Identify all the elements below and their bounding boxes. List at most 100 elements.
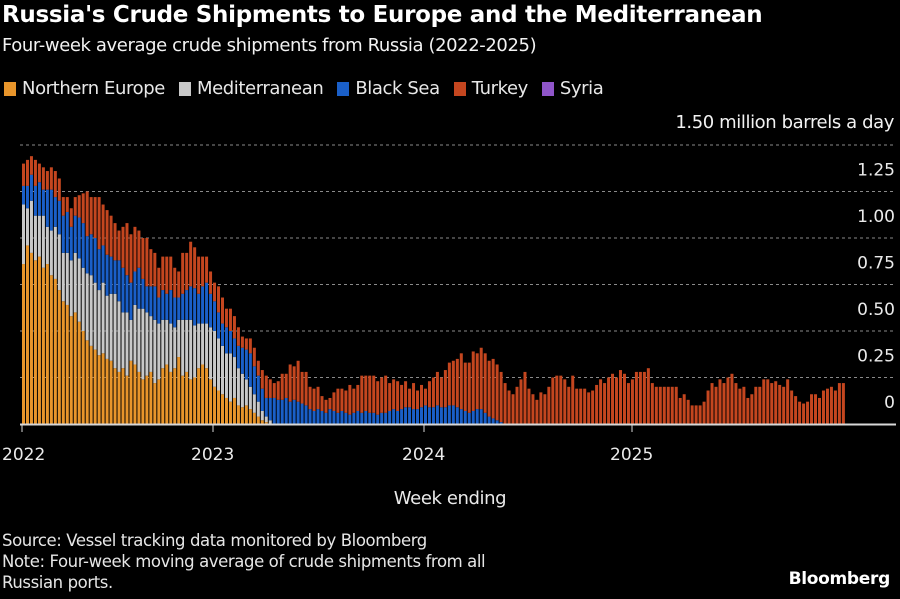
bar-segment-northern-europe: [117, 371, 121, 424]
bar-segment-northern-europe: [49, 275, 53, 424]
bar-segment-black-sea: [388, 410, 392, 424]
bar-segment-northern-europe: [228, 401, 232, 424]
bar-segment-black-sea: [447, 405, 451, 424]
bar-segment-northern-europe: [53, 278, 57, 424]
bar-segment-turkey: [276, 381, 280, 400]
bar-segment-turkey: [427, 381, 431, 408]
bar-segment-mediterranean: [145, 312, 149, 376]
bar-segment-black-sea: [45, 189, 49, 227]
bar-segment-turkey: [519, 379, 523, 424]
bar-segment-turkey: [467, 362, 471, 413]
bar-segment-black-sea: [288, 401, 292, 424]
bar-segment-black-sea: [392, 409, 396, 424]
bar-segment-black-sea: [53, 197, 57, 227]
bar-segment-black-sea: [308, 409, 312, 424]
bar-segment-turkey: [240, 336, 244, 348]
bar-segment-black-sea: [439, 407, 443, 424]
bar-segment-turkey: [308, 386, 312, 410]
bar-segment-black-sea: [224, 327, 228, 354]
bar-segment-turkey: [551, 377, 555, 424]
bar-segment-black-sea: [459, 409, 463, 424]
bar-segment-black-sea: [356, 410, 360, 424]
bar-segment-mediterranean: [177, 319, 181, 358]
bar-segment-turkey: [603, 383, 607, 424]
y-tick-label: 0: [884, 393, 895, 413]
bar-segment-turkey: [312, 388, 316, 411]
bar-segment-turkey: [650, 383, 654, 424]
bar-segment-black-sea: [451, 405, 455, 424]
bar-segment-turkey: [726, 377, 730, 424]
bar-segment-northern-europe: [252, 412, 256, 424]
bar-segment-turkey: [125, 223, 129, 276]
bar-segment-black-sea: [336, 412, 340, 424]
bar-segment-mediterranean: [221, 345, 224, 395]
bar-segment-turkey: [750, 394, 754, 424]
bar-segment-black-sea: [161, 290, 165, 320]
bar-segment-mediterranean: [77, 258, 81, 322]
bar-segment-northern-europe: [224, 397, 228, 424]
bar-segment-turkey: [416, 390, 420, 410]
bar-segment-turkey: [690, 405, 694, 424]
chart-subtitle: Four-week average crude shipments from R…: [2, 35, 537, 56]
bar-segment-northern-europe: [169, 371, 173, 424]
legend-label: Northern Europe: [22, 78, 165, 99]
bar-segment-northern-europe: [232, 397, 236, 424]
bar-segment-northern-europe: [157, 379, 161, 424]
bar-segment-black-sea: [221, 323, 224, 346]
y-tick-label: 0.50: [857, 300, 895, 320]
bar-segment-northern-europe: [22, 264, 25, 424]
bar-segment-turkey: [619, 370, 622, 424]
bar-segment-northern-europe: [264, 422, 268, 424]
bar-segment-turkey: [73, 197, 77, 216]
legend-label: Black Sea: [355, 78, 440, 99]
bar-segment-turkey: [698, 405, 702, 424]
bar-segment-northern-europe: [85, 340, 89, 424]
bar-segment-turkey: [129, 234, 133, 283]
bar-segment-turkey: [392, 379, 396, 410]
bar-segment-northern-europe: [213, 386, 217, 424]
bar-segment-turkey: [762, 379, 766, 424]
bar-segment-turkey: [412, 383, 416, 410]
bar-segment-turkey: [41, 167, 45, 190]
bar-segment-turkey: [662, 386, 666, 424]
bar-segment-northern-europe: [41, 267, 45, 424]
bar-segment-turkey: [487, 360, 491, 417]
bar-segment-turkey: [806, 401, 810, 424]
bar-segment-turkey: [658, 386, 662, 424]
bar-segment-turkey: [555, 375, 559, 424]
bar-segment-mediterranean: [57, 234, 61, 291]
legend-item-mediterranean: Mediterranean: [178, 78, 324, 99]
bar-segment-turkey: [328, 397, 332, 410]
bar-segment-black-sea: [209, 293, 213, 328]
bar-segment-black-sea: [396, 410, 400, 424]
bar-segment-turkey: [232, 316, 236, 339]
bar-segment-black-sea: [149, 286, 153, 317]
bar-segment-black-sea: [328, 409, 332, 424]
bar-segment-black-sea: [376, 414, 380, 424]
bar-segment-mediterranean: [29, 200, 33, 253]
bar-segment-turkey: [547, 386, 551, 424]
bar-segment-northern-europe: [193, 377, 197, 424]
bar-segment-turkey: [654, 386, 658, 424]
bar-segment-mediterranean: [49, 230, 53, 276]
legend-swatch-syria: [541, 81, 554, 96]
bar-segment-black-sea: [41, 189, 45, 216]
bar-segment-northern-europe: [133, 364, 137, 424]
bar-segment-turkey: [280, 373, 284, 400]
bar-segment-turkey: [93, 197, 97, 238]
bar-segment-black-sea: [73, 215, 77, 253]
bar-segment-turkey: [825, 388, 829, 424]
bar-segment-turkey: [630, 379, 634, 424]
bar-segment-black-sea: [117, 260, 121, 302]
bar-segment-black-sea: [423, 405, 427, 424]
bar-segment-black-sea: [153, 286, 157, 320]
bar-segment-mediterranean: [169, 323, 173, 372]
bar-segment-turkey: [431, 377, 435, 408]
bar-segment-black-sea: [81, 223, 85, 268]
bar-segment-turkey: [45, 171, 49, 190]
bar-segment-northern-europe: [153, 383, 157, 424]
bar-segment-black-sea: [37, 182, 41, 216]
bar-segment-northern-europe: [209, 379, 213, 424]
bar-segment-black-sea: [292, 399, 296, 424]
bar-segment-mediterranean: [236, 368, 240, 406]
